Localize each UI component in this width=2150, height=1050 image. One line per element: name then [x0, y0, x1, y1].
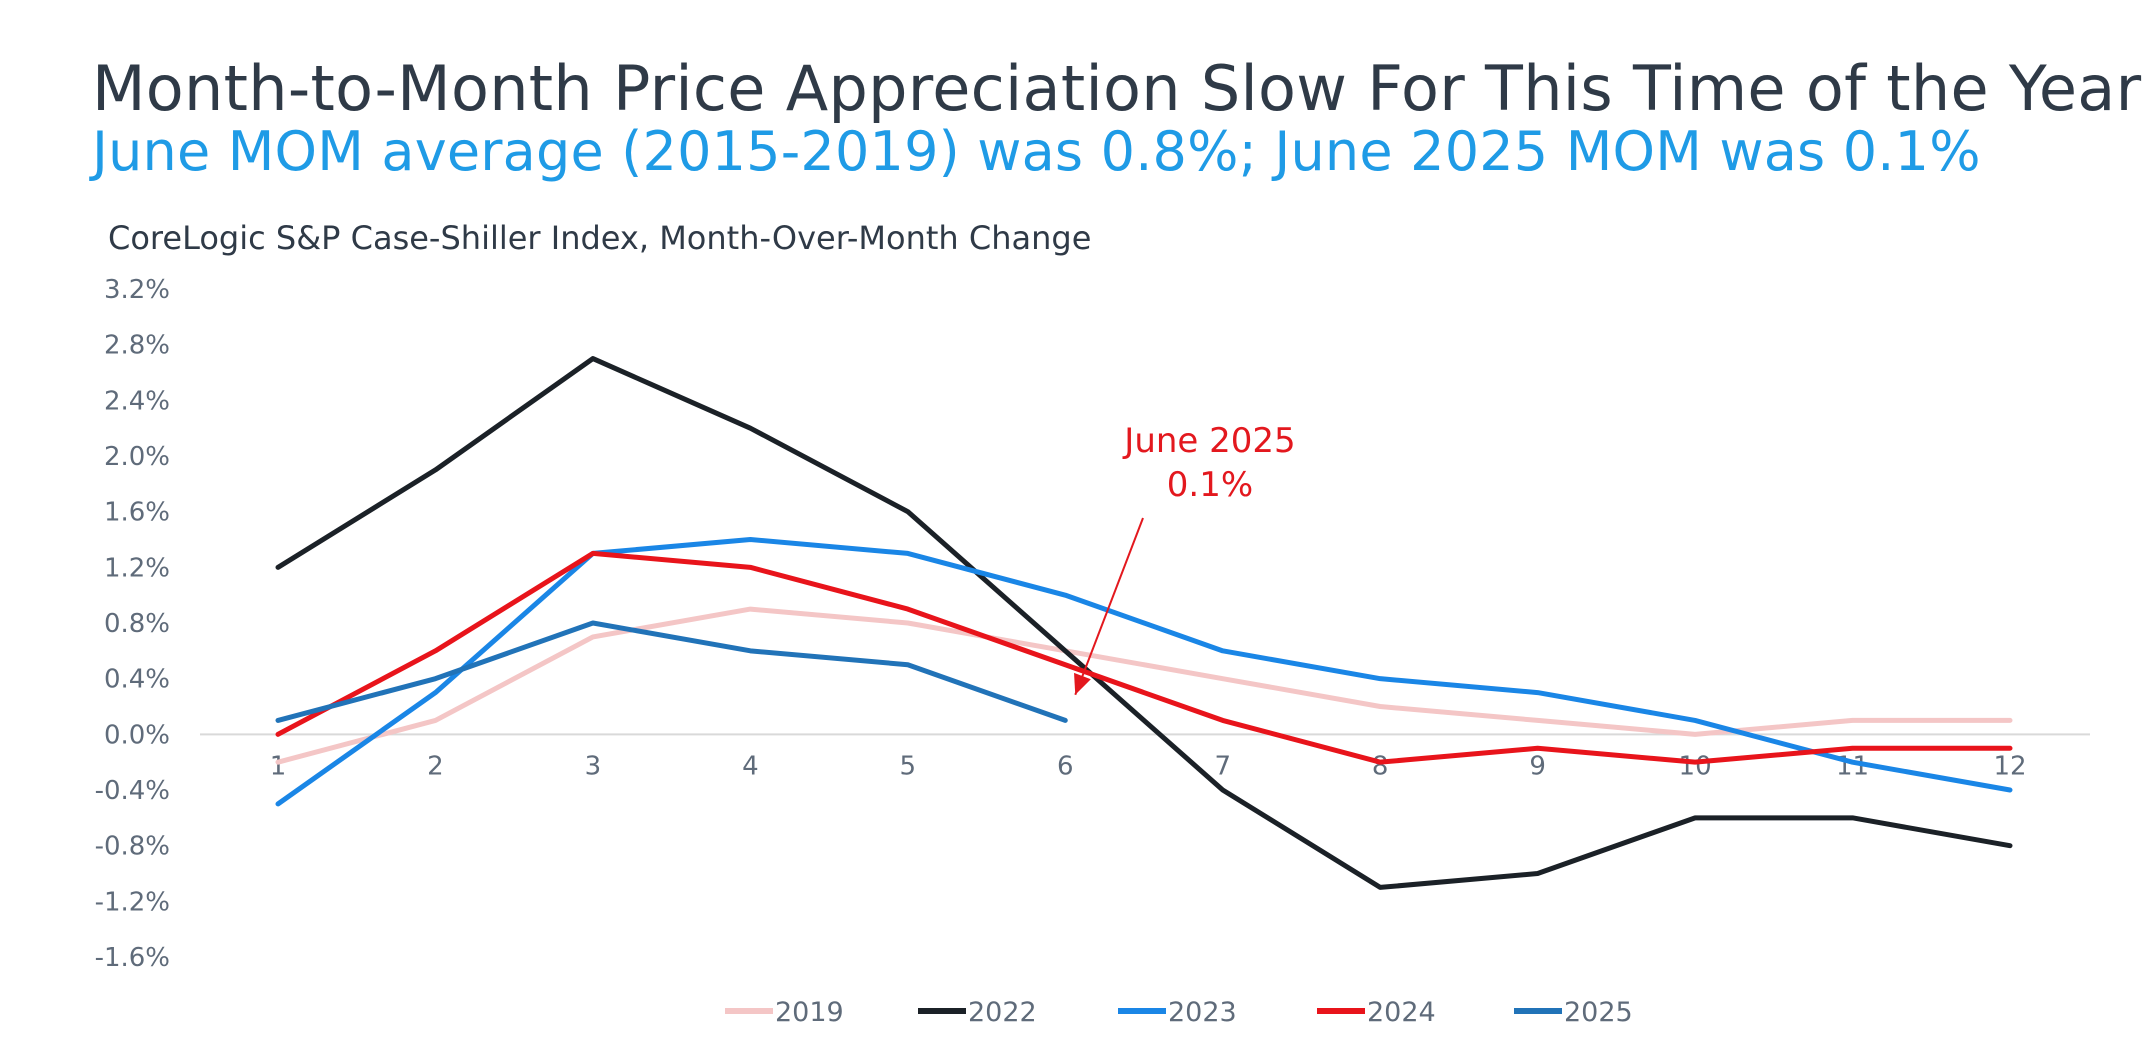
- x-tick-label: 12: [1993, 751, 2026, 781]
- x-tick-label: 6: [1057, 751, 1074, 781]
- annotation-arrow-line: [1074, 517, 1144, 696]
- y-tick-label: 2.8%: [104, 331, 170, 361]
- y-tick-label: 2.4%: [104, 386, 170, 416]
- y-tick-label: 0.0%: [104, 720, 170, 750]
- page-title: Month-to-Month Price Appreciation Slow F…: [92, 52, 2142, 125]
- annotation-label: June 2025: [1122, 421, 1295, 461]
- x-tick-label: 10: [1679, 751, 1712, 781]
- legend-label-2025: 2025: [1564, 997, 1633, 1028]
- x-tick-label: 9: [1529, 751, 1546, 781]
- y-tick-label: -1.6%: [95, 943, 170, 973]
- series-line-2025: [275, 620, 1068, 723]
- series-line-2023: [275, 537, 2013, 807]
- series-line-2022: [275, 356, 2013, 890]
- annotation-value: 0.1%: [1167, 465, 1253, 505]
- series-line-2019: [275, 606, 2013, 765]
- y-tick-label: 2.0%: [104, 442, 170, 472]
- chart-title: CoreLogic S&P Case-Shiller Index, Month-…: [108, 219, 1092, 257]
- y-tick-label: -0.8%: [95, 832, 170, 862]
- annotation-arrowhead: [1074, 672, 1091, 695]
- legend-label-2019: 2019: [775, 997, 844, 1028]
- y-tick-label: 0.4%: [104, 665, 170, 695]
- x-tick-label: 7: [1214, 751, 1231, 781]
- page-subtitle: June MOM average (2015-2019) was 0.8%; J…: [92, 120, 1981, 183]
- y-tick-label: 3.2%: [104, 275, 170, 305]
- legend-label-2022: 2022: [968, 997, 1037, 1028]
- legend-label-2023: 2023: [1168, 997, 1237, 1028]
- series-line-2024: [275, 550, 2013, 765]
- legend-label-2024: 2024: [1367, 997, 1436, 1028]
- x-tick-label: 3: [585, 751, 602, 781]
- y-tick-label: 0.8%: [104, 609, 170, 639]
- x-tick-label: 4: [742, 751, 759, 781]
- x-tick-label: 2: [427, 751, 444, 781]
- y-tick-label: 1.6%: [104, 498, 170, 528]
- y-tick-label: -1.2%: [95, 887, 170, 917]
- y-tick-label: 1.2%: [104, 553, 170, 583]
- x-tick-label: 8: [1372, 751, 1389, 781]
- y-tick-label: -0.4%: [95, 776, 170, 806]
- x-tick-label: 5: [900, 751, 917, 781]
- x-tick-label: 1: [270, 751, 287, 781]
